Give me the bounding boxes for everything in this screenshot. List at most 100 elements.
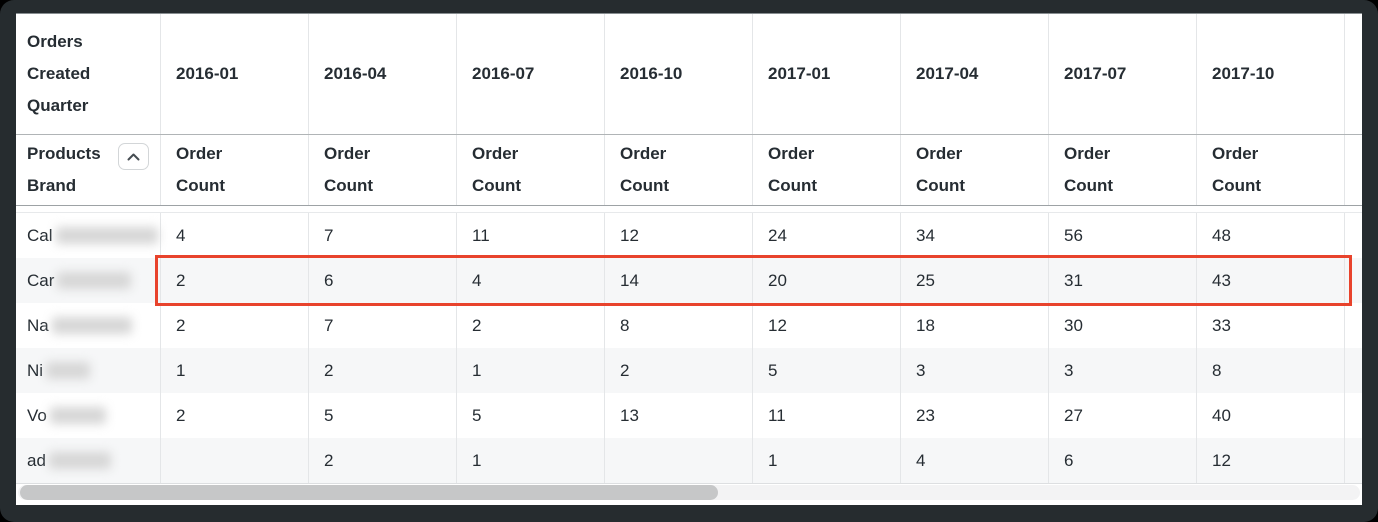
order-count-cell[interactable]: 2 [160, 393, 308, 438]
order-count-cell[interactable]: 4 [900, 438, 1048, 483]
order-count-cell[interactable]: 27 [1048, 393, 1196, 438]
table-row: Ni 1 2 1 2 5 3 3 8 [16, 348, 1362, 393]
quarter-header-cell[interactable]: 2017-04 [900, 14, 1048, 134]
order-count-cell[interactable]: 7 [308, 213, 456, 258]
quarter-header-cell[interactable]: 2016-04 [308, 14, 456, 134]
table-body: Cal 4 7 11 12 24 34 56 48 Car 2 6 4 14 2… [16, 212, 1362, 484]
horizontal-scrollbar-thumb[interactable] [20, 485, 718, 500]
order-count-cell[interactable]: 25 [900, 258, 1048, 303]
order-count-value: 12 [620, 225, 639, 245]
order-count-cell[interactable]: 7 [308, 303, 456, 348]
order-count-cell[interactable]: 12 [1196, 438, 1344, 483]
quarter-header-cell[interactable]: 2016-10 [604, 14, 752, 134]
order-count-cell[interactable]: 1 [160, 348, 308, 393]
quarter-header-label: 2017-04 [916, 64, 979, 83]
order-count-cell[interactable]: 4 [456, 258, 604, 303]
measure-header-cell[interactable]: Order Count [752, 135, 900, 205]
order-count-cell[interactable] [160, 438, 308, 483]
order-count-cell[interactable]: 3 [1048, 348, 1196, 393]
brand-cell[interactable]: ad [16, 438, 160, 483]
order-count-value: 7 [324, 225, 334, 245]
order-count-cell[interactable]: 1 [456, 438, 604, 483]
brand-cell[interactable]: Ni [16, 348, 160, 393]
brand-label: Na [27, 315, 49, 335]
order-count-cell[interactable]: 12 [752, 303, 900, 348]
order-count-cell[interactable]: 5 [752, 348, 900, 393]
quarter-header-cell[interactable]: 2017-10 [1196, 14, 1344, 134]
measure-header-cell[interactable]: Order Count [160, 135, 308, 205]
order-count-cell[interactable]: 40 [1196, 393, 1344, 438]
quarter-header-cell[interactable]: 2017-07 [1048, 14, 1196, 134]
order-count-cell[interactable]: 2 [456, 303, 604, 348]
order-count-cell[interactable]: 3 [900, 348, 1048, 393]
order-count-cell[interactable]: 1 [752, 438, 900, 483]
order-count-cell[interactable]: 18 [900, 303, 1048, 348]
collapse-column-button[interactable] [118, 143, 149, 170]
order-count-value: 13 [620, 405, 639, 425]
quarter-header-row: Orders Created Quarter 2016-01 2016-04 2… [16, 14, 1362, 135]
order-count-cell[interactable]: 8 [1196, 348, 1344, 393]
measure-header-cell[interactable]: Order Count [604, 135, 752, 205]
order-count-value: 6 [1064, 450, 1074, 470]
table-row: Vo 2 5 5 13 11 23 27 40 [16, 393, 1362, 438]
brand-cell[interactable]: Cal [16, 213, 160, 258]
order-count-cell[interactable]: 2 [160, 303, 308, 348]
order-count-cell[interactable]: 6 [1048, 438, 1196, 483]
quarter-header-cell[interactable]: 2016-01 [160, 14, 308, 134]
measure-header-cell[interactable]: Order Count [1048, 135, 1196, 205]
horizontal-scrollbar-track[interactable] [18, 485, 1360, 500]
order-count-cell[interactable]: 11 [752, 393, 900, 438]
brand-label: Ni [27, 360, 44, 380]
order-count-value: 1 [176, 360, 186, 380]
order-count-cell[interactable]: 24 [752, 213, 900, 258]
order-count-cell[interactable]: 30 [1048, 303, 1196, 348]
measure-header-cell[interactable]: Order Count [456, 135, 604, 205]
order-count-cell[interactable]: 5 [308, 393, 456, 438]
quarter-header-cell[interactable]: 2016-07 [456, 14, 604, 134]
order-count-cell[interactable]: 12 [604, 213, 752, 258]
order-count-cell[interactable]: 23 [900, 393, 1048, 438]
measure-header-label: Order Count [176, 144, 226, 195]
brand-cell[interactable]: Car [16, 258, 160, 303]
redacted-brand-blur [46, 362, 91, 379]
order-count-cell[interactable]: 2 [308, 438, 456, 483]
order-count-cell[interactable]: 6 [308, 258, 456, 303]
order-count-cell[interactable] [604, 438, 752, 483]
order-count-value: 1 [768, 450, 778, 470]
order-count-cell[interactable]: 20 [752, 258, 900, 303]
order-count-cell[interactable]: 56 [1048, 213, 1196, 258]
order-count-cell[interactable]: 48 [1196, 213, 1344, 258]
row-filler [1344, 438, 1362, 483]
order-count-value: 5 [472, 405, 482, 425]
measure-header-cell[interactable]: Order Count [308, 135, 456, 205]
redacted-brand-blur [57, 272, 132, 289]
order-count-cell[interactable]: 13 [604, 393, 752, 438]
order-count-cell[interactable]: 31 [1048, 258, 1196, 303]
order-count-cell[interactable]: 1 [456, 348, 604, 393]
order-count-cell[interactable]: 11 [456, 213, 604, 258]
order-count-value: 11 [768, 405, 786, 425]
order-count-cell[interactable]: 8 [604, 303, 752, 348]
order-count-cell[interactable]: 43 [1196, 258, 1344, 303]
order-count-cell[interactable]: 5 [456, 393, 604, 438]
order-count-cell[interactable]: 14 [604, 258, 752, 303]
order-count-cell[interactable]: 2 [308, 348, 456, 393]
order-count-value: 1 [472, 360, 482, 380]
measure-header-cell[interactable]: Order Count [1196, 135, 1344, 205]
order-count-value: 4 [176, 225, 186, 245]
quarter-header-cell[interactable]: 2017-01 [752, 14, 900, 134]
measure-header-cell[interactable]: Order Count [900, 135, 1048, 205]
order-count-value: 2 [324, 360, 334, 380]
order-count-cell[interactable]: 33 [1196, 303, 1344, 348]
brand-cell[interactable]: Vo [16, 393, 160, 438]
order-count-value: 30 [1064, 315, 1083, 335]
order-count-cell[interactable]: 34 [900, 213, 1048, 258]
order-count-cell[interactable]: 2 [160, 258, 308, 303]
brand-cell[interactable]: Na [16, 303, 160, 348]
row-filler [1344, 258, 1362, 303]
order-count-value: 31 [1064, 270, 1083, 290]
measure-header-label: Order Count [1212, 144, 1262, 195]
order-count-cell[interactable]: 4 [160, 213, 308, 258]
order-count-cell[interactable]: 2 [604, 348, 752, 393]
